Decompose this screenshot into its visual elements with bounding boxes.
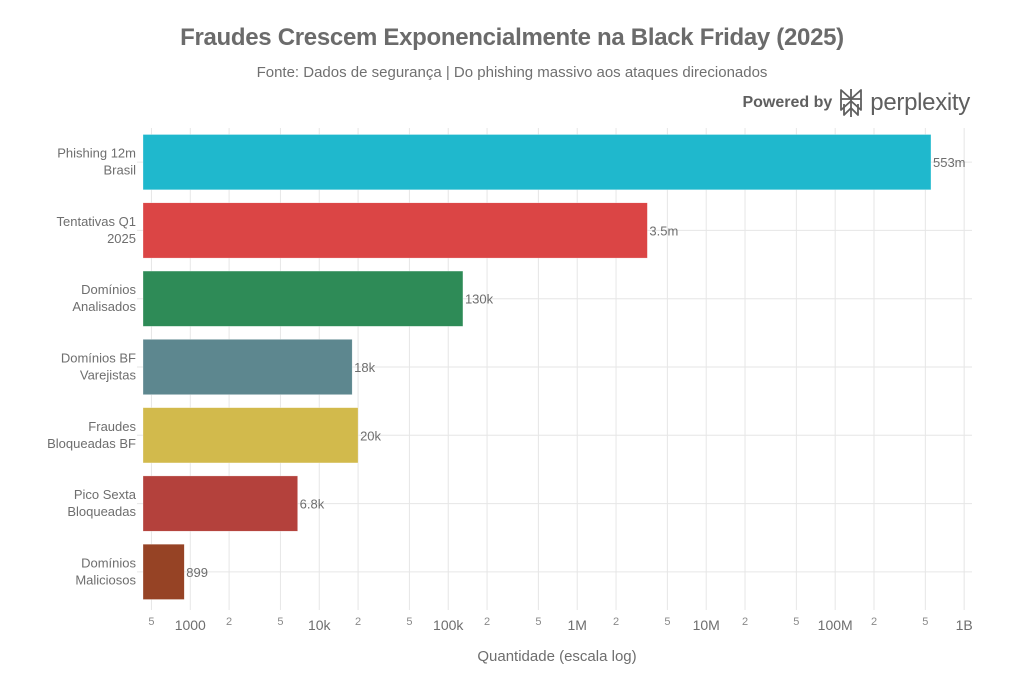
bar-value-label: 6.8k xyxy=(300,497,325,512)
bar xyxy=(142,202,648,259)
x-tick-label-minor: 2 xyxy=(871,616,877,628)
perplexity-brand-text: perplexity xyxy=(870,89,970,116)
bar-value-label: 18k xyxy=(354,360,375,375)
x-tick-label-minor: 5 xyxy=(277,616,283,628)
x-tick-label-minor: 5 xyxy=(148,616,154,628)
y-tick-label: Bloqueadas BF xyxy=(47,436,136,451)
y-tick-label: Phishing 12m xyxy=(57,146,136,161)
x-tick-label-minor: 2 xyxy=(226,616,232,628)
chart-subtitle: Fonte: Dados de segurança | Do phishing … xyxy=(256,64,768,81)
y-tick-label: Analisados xyxy=(72,299,136,314)
x-tick-label-major: 10M xyxy=(693,617,720,633)
x-tick-label-minor: 2 xyxy=(613,616,619,628)
x-tick-label-minor: 2 xyxy=(742,616,748,628)
x-tick-label-major: 1M xyxy=(567,617,586,633)
bar-value-label: 130k xyxy=(465,292,494,307)
bar-value-label: 553m xyxy=(933,155,966,170)
x-axis-title: Quantidade (escala log) xyxy=(477,648,636,665)
x-tick-label-minor: 5 xyxy=(535,616,541,628)
x-axis-ticks: 1000 10k 100k 1M 10M 100M 1B 5 2 5 2 5 2 5 2 5 2 5 2 5 xyxy=(148,616,972,633)
bar xyxy=(142,407,359,464)
y-tick-label: Domínios BF xyxy=(61,351,136,366)
x-tick-label-minor: 5 xyxy=(793,616,799,628)
x-tick-label-minor: 5 xyxy=(922,616,928,628)
y-tick-label: Bloqueadas xyxy=(67,504,136,519)
y-tick-label: Pico Sexta xyxy=(74,487,137,502)
x-tick-label-minor: 2 xyxy=(484,616,490,628)
bar-value-label: 3.5m xyxy=(649,223,678,238)
bar xyxy=(142,543,185,600)
y-axis-labels: Phishing 12m Brasil Tentativas Q1 2025 Domín… xyxy=(47,146,137,588)
bar xyxy=(142,270,464,327)
y-tick-label: 2025 xyxy=(107,231,136,246)
y-tick-label: Fraudes xyxy=(88,419,136,434)
x-tick-label-major: 100M xyxy=(818,617,853,633)
bar xyxy=(142,339,353,395)
x-tick-label-major: 1000 xyxy=(175,617,206,633)
bar xyxy=(142,134,932,191)
powered-by-badge: Powered by perplexity xyxy=(742,88,970,118)
chart-title: Fraudes Crescem Exponencialmente na Blac… xyxy=(180,24,844,51)
y-tick-label: Domínios xyxy=(81,555,136,570)
y-tick-label: Domínios xyxy=(81,282,136,297)
bar-value-label: 899 xyxy=(186,565,208,580)
y-tick-label: Maliciosos xyxy=(75,572,136,587)
bar-value-label: 20k xyxy=(360,428,381,443)
y-tick-label: Varejistas xyxy=(80,368,137,383)
bar xyxy=(142,475,298,532)
x-tick-label-major: 100k xyxy=(433,617,464,633)
perplexity-logo-icon xyxy=(840,89,863,117)
x-tick-label-minor: 5 xyxy=(406,616,412,628)
y-tick-label: Brasil xyxy=(103,163,136,178)
x-tick-label-major: 1B xyxy=(956,617,973,633)
x-tick-label-major: 10k xyxy=(308,617,332,633)
bars: 553m 3.5m 130k 18k 20k 6.8k 899 xyxy=(142,134,966,600)
x-tick-label-minor: 2 xyxy=(355,616,361,628)
y-tick-label: Tentativas Q1 xyxy=(57,214,137,229)
powered-by-text: Powered by xyxy=(742,94,833,111)
x-tick-label-minor: 5 xyxy=(664,616,670,628)
